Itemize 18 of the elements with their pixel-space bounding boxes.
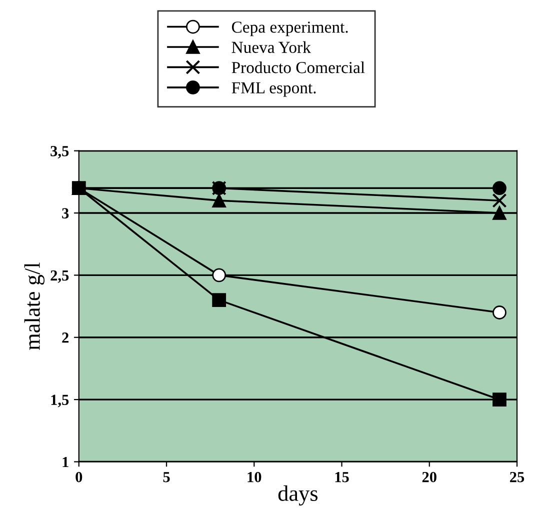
x-axis-title: days — [278, 485, 318, 506]
x-tick-label: 10 — [248, 472, 262, 482]
x-tick-label: 5 — [163, 472, 170, 482]
x-tick-label: 15 — [335, 472, 349, 482]
x-tick-label: 20 — [422, 472, 436, 482]
y-tick-label: 3,5 — [50, 146, 69, 158]
x-tick-label: 25 — [510, 472, 524, 482]
x-tick-label: 0 — [76, 472, 82, 482]
y-tick-label: 1,5 — [51, 394, 69, 408]
legend-label: FML espont. — [232, 82, 316, 97]
y-tick-label: 2 — [62, 332, 69, 343]
y-tick-label: 2,5 — [50, 270, 69, 283]
legend-label: Cepa experiment. — [232, 22, 348, 36]
y-tick-label: 1 — [62, 456, 68, 468]
y-tick-label: 3 — [62, 208, 69, 218]
legend-label: Nueva York — [232, 41, 311, 53]
legend-label: Producto Comercial — [232, 61, 365, 74]
y-axis-title: malate g/l — [24, 262, 45, 350]
